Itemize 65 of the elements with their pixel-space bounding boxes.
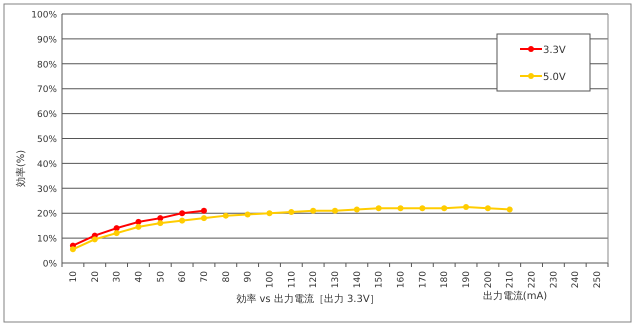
point: [484, 205, 491, 212]
point: [179, 210, 186, 216]
legend-label: 5.0V: [543, 72, 566, 83]
point: [288, 208, 294, 215]
x-tick-label: 30: [112, 270, 123, 282]
x-tick-label: 170: [418, 270, 428, 288]
x-tick-label: 80: [222, 270, 232, 282]
point: [244, 211, 251, 218]
x-tick-label: 230: [549, 270, 560, 288]
point: [157, 220, 164, 226]
y-tick-label: 90%: [36, 35, 58, 46]
point: [222, 212, 229, 219]
y-tick-label: 10%: [36, 234, 58, 245]
x-tick-label: 220: [528, 270, 538, 288]
point: [376, 205, 382, 212]
x-tick-label: 20: [90, 270, 101, 282]
y-tick-label: 70%: [36, 85, 58, 96]
y-tick-label: 100%: [31, 10, 58, 20]
y-tick-label: 50%: [36, 135, 58, 145]
point: [70, 246, 76, 252]
y-tick-label: 30%: [36, 184, 58, 195]
y-tick-label: 0%: [42, 260, 58, 270]
point: [310, 208, 316, 214]
point: [92, 236, 98, 242]
x-tick-label: 240: [571, 270, 582, 288]
y-tick-label: 20%: [36, 210, 58, 220]
text: 効率 vs 出力電流［出力 3.3V］: [236, 293, 380, 305]
x-tick-label: 10: [68, 270, 79, 282]
point: [354, 206, 360, 212]
point: [200, 208, 207, 214]
point: [200, 215, 207, 222]
point: [506, 206, 513, 212]
point: [135, 218, 142, 225]
point: [179, 218, 186, 224]
x-tick-label: 150: [374, 270, 385, 288]
x-tick-label: 90: [244, 270, 254, 282]
x-tick-label: 210: [506, 270, 516, 288]
x-tick-label: 120: [309, 270, 320, 288]
x-tick-label: 100: [265, 270, 276, 288]
x-tick-label: 70: [200, 270, 210, 282]
point: [441, 205, 448, 212]
point: [266, 210, 272, 216]
x-axis-title: 出力電流(mA): [482, 290, 548, 302]
x-tick-label: 180: [440, 270, 450, 288]
point: [135, 224, 142, 230]
x-tick-label: 40: [134, 270, 144, 282]
y-tick-label: 60%: [36, 110, 58, 120]
y-axis-title: 効率(%): [15, 150, 27, 188]
point: [463, 204, 470, 210]
y-tick-label: 40%: [36, 160, 58, 170]
x-tick-label: 200: [484, 270, 494, 288]
y-tick-label: 80%: [36, 60, 58, 70]
point: [114, 230, 120, 236]
x-tick-label: 190: [462, 270, 472, 288]
point: [419, 205, 426, 212]
point: [398, 205, 404, 212]
x-tick-label: 110: [287, 270, 298, 288]
x-tick-label: 160: [396, 270, 407, 288]
point: [332, 208, 338, 214]
x-tick-label: 140: [352, 270, 363, 288]
x-tick-label: 250: [593, 270, 604, 288]
x-tick-label: 50: [156, 270, 166, 282]
x-tick-label: 130: [331, 270, 341, 288]
x-tick-label: 60: [178, 270, 188, 282]
legend-label: 3.3V: [543, 45, 566, 56]
